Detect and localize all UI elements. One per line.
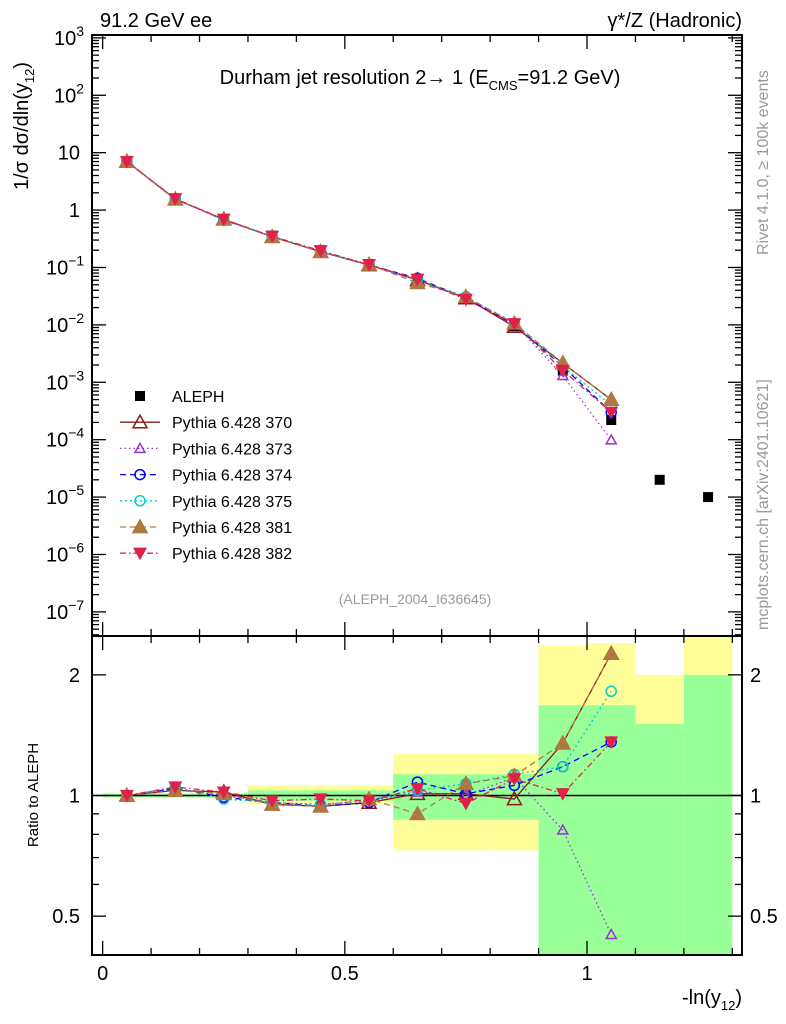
ratio-tick-label: 2	[69, 665, 80, 687]
series-line	[126, 161, 612, 401]
ratio-point	[458, 797, 473, 811]
data-point-aleph	[703, 492, 714, 503]
series-point	[362, 259, 377, 272]
header-left: 91.2 GeV ee	[100, 10, 212, 32]
band-inner	[635, 723, 684, 955]
side-label-mcplots: mcplots.cern.ch [arXiv:2401.10621]	[755, 379, 772, 630]
data-point-aleph	[654, 474, 665, 485]
ratio-point	[410, 783, 425, 796]
ratio-point	[604, 927, 618, 940]
legend-label: Pythia 6.428 374	[172, 468, 292, 485]
ratio-point	[119, 789, 134, 803]
legend-marker	[133, 547, 147, 561]
series-line	[126, 161, 612, 413]
x-axis-label: -ln(y12)	[682, 987, 742, 1013]
ratio-point	[605, 685, 617, 698]
ratio-point	[604, 736, 619, 749]
legend-marker	[134, 468, 146, 481]
ratio-tick-label-right: 1	[750, 786, 761, 808]
legend-item: Pythia 6.428 382	[120, 546, 292, 563]
ratio-tick-label-right: 0.5	[750, 906, 778, 928]
legend-marker	[135, 391, 145, 401]
series-5	[119, 155, 619, 811]
x-tick-label: 0	[97, 963, 108, 985]
x-tick-label: 0.5	[331, 963, 359, 985]
ratio-point	[507, 773, 522, 786]
ratio-point	[362, 795, 377, 808]
ratio-tick-label: 0.5	[52, 906, 80, 928]
series-point	[604, 433, 618, 445]
legend-marker	[133, 441, 147, 454]
legend-item: Pythia 6.428 373	[120, 441, 292, 458]
series-line	[126, 161, 612, 406]
ratio-tick-label-right: 2	[750, 665, 761, 687]
legend-label: Pythia 6.428 373	[172, 441, 292, 458]
y-tick-label: 10−6	[46, 539, 84, 566]
series-point	[556, 368, 570, 381]
series-point	[555, 364, 570, 378]
y-tick-label: 10−3	[46, 367, 84, 394]
legend-label: Pythia 6.428 382	[172, 546, 292, 563]
analysis-id: (ALEPH_2004_I636645)	[339, 591, 492, 607]
legend-marker	[134, 495, 146, 507]
series-point	[458, 293, 473, 307]
y-tick-label: 10−1	[46, 252, 84, 279]
y-tick-label: 10	[58, 143, 80, 165]
legend-label: Pythia 6.428 370	[172, 415, 292, 432]
series-point	[602, 391, 620, 407]
ratio-tick-label: 1	[69, 786, 80, 808]
ratio-point	[457, 775, 475, 791]
legend-item-aleph: ALEPH	[135, 389, 224, 406]
series-point	[604, 406, 619, 420]
series-point	[313, 245, 328, 258]
ratio-y-axis-label: Ratio to ALEPH	[25, 743, 42, 847]
y-tick-label: 1	[69, 200, 80, 222]
series-point	[410, 273, 425, 287]
chart-marks	[118, 153, 714, 940]
ratio-point	[557, 760, 569, 773]
y-axis-label: 1/σ dσ/dln(y12)	[11, 62, 37, 190]
side-label-rivet: Rivet 4.1.0, ≥ 100k events	[755, 70, 772, 255]
chart-title: Durham jet resolution 2→ 1 (ECMS=91.2 Ge…	[220, 67, 621, 93]
y-tick-label: 10−5	[46, 482, 84, 509]
series-line	[126, 161, 612, 413]
ratio-point	[602, 645, 620, 660]
legend-marker	[131, 413, 149, 429]
legend-item: Pythia 6.428 381	[120, 518, 292, 537]
legend: ALEPH Pythia 6.428 370 Pythia 6.428 373 Pyt…	[120, 389, 292, 563]
series-point	[216, 213, 231, 227]
legend-item: Pythia 6.428 375	[120, 494, 292, 511]
ratio-point	[554, 734, 572, 750]
legend-label: Pythia 6.428 375	[172, 494, 292, 511]
y-tick-label: 10−2	[46, 310, 84, 337]
y-tick-label: 103	[54, 23, 84, 50]
legend-label: Pythia 6.428 381	[172, 520, 292, 537]
legend-item: Pythia 6.428 374	[120, 468, 292, 485]
series-point	[168, 193, 183, 206]
data-point-aleph	[606, 415, 617, 426]
ratio-point	[409, 805, 426, 821]
ratio-point	[265, 795, 280, 808]
ratio-point	[313, 793, 328, 807]
series-point	[265, 230, 280, 244]
ratio-point	[168, 781, 183, 795]
band-inner	[683, 674, 733, 955]
legend-item: Pythia 6.428 370	[120, 413, 292, 432]
y-tick-label: 102	[54, 80, 84, 107]
ratio-point	[556, 823, 570, 835]
legend-marker	[131, 518, 149, 534]
legend-label: ALEPH	[172, 389, 224, 406]
ratio-point	[555, 788, 570, 801]
x-tick-label: 1	[581, 963, 592, 985]
series-point	[507, 318, 522, 331]
header-right: γ*/Z (Hadronic)	[608, 10, 742, 32]
ratio-point	[216, 786, 231, 800]
series-line	[126, 161, 612, 401]
y-tick-label: 10−7	[46, 597, 84, 624]
axes: 0 0.5 110310210110−110−210−310−410−510−610…	[46, 23, 778, 985]
y-tick-label: 10−4	[46, 425, 84, 452]
ratio-point	[506, 790, 523, 806]
series-point	[119, 155, 134, 169]
